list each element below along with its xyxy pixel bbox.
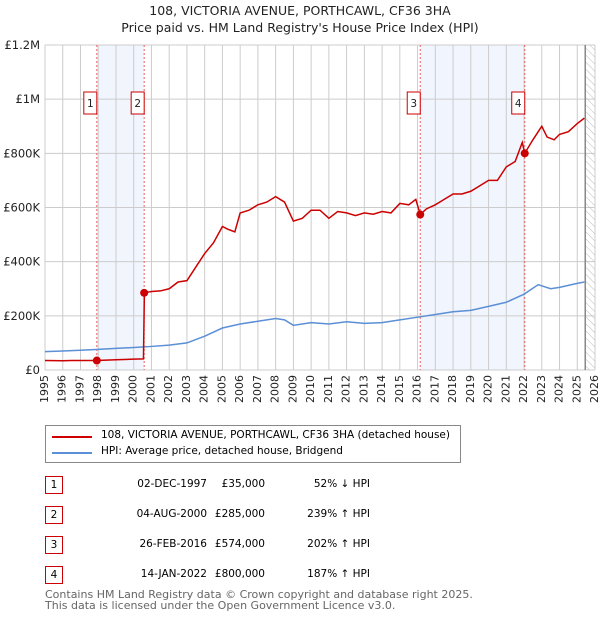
footer-line-2: This data is licensed under the Open Gov… (45, 599, 396, 612)
sale-label: 1 (87, 98, 94, 110)
x-tick-label: 2026 (588, 375, 600, 403)
footer: Contains HM Land Registry data © Crown c… (45, 589, 473, 611)
sale-label: 3 (410, 98, 417, 110)
y-tick-label: £600K (3, 201, 40, 215)
y-tick-label: £400K (3, 255, 40, 269)
x-tick-label: 2000 (127, 375, 140, 403)
x-tick-label: 2022 (517, 375, 530, 403)
transaction-row: 4 14-JAN-2022 £800,000 187% ↑ HPI (45, 566, 445, 588)
x-tick-label: 2011 (322, 375, 335, 403)
sale-price: £285,000 (214, 508, 265, 520)
sale-price: £800,000 (214, 568, 265, 580)
sale-point (92, 356, 101, 365)
y-tick-label: £200K (3, 309, 40, 323)
x-tick-label: 2008 (269, 375, 282, 403)
x-tick-label: 2014 (375, 375, 388, 403)
forecast-hatch (585, 45, 595, 370)
sale-point (140, 288, 149, 297)
sale-marker-badge: 1 (45, 476, 63, 494)
sale-date: 04-AUG-2000 (136, 508, 207, 520)
sale-point (416, 210, 425, 219)
y-tick-label: £1M (15, 92, 40, 106)
sale-label-box (130, 91, 145, 115)
sale-date: 14-JAN-2022 (140, 568, 207, 580)
x-tick-label: 2019 (464, 375, 477, 403)
chart-title: 108, VICTORIA AVENUE, PORTHCAWL, CF36 3H… (149, 3, 451, 18)
sale-marker-badge: 2 (45, 506, 63, 524)
sale-label: 2 (134, 98, 141, 110)
x-tick-label: 2012 (340, 375, 353, 403)
x-tick-label: 2016 (411, 375, 424, 403)
footer-line-1: Contains HM Land Registry data © Crown c… (45, 588, 473, 601)
y-tick-label: £800K (3, 146, 40, 160)
sale-label: 4 (515, 98, 522, 110)
x-tick-label: 1998 (91, 375, 104, 403)
legend-hpi: HPI: Average price, detached house, Brid… (101, 445, 343, 457)
x-tick-label: 1996 (56, 375, 69, 403)
x-tick-label: 2024 (553, 375, 566, 403)
x-tick-label: 2006 (233, 375, 246, 403)
price-chart: 1995 1996 1997 1998 1999 2000 2001 2002 2003 2004… (3, 38, 600, 403)
sale-label-box (83, 91, 98, 115)
transaction-row: 2 04-AUG-2000 £285,000 239% ↑ HPI (45, 506, 445, 528)
sale-date: 26-FEB-2016 (139, 538, 207, 550)
x-tick-label: 2001 (144, 375, 157, 403)
sale-marker-badge: 4 (45, 566, 63, 584)
legend: 108, VICTORIA AVENUE, PORTHCAWL, CF36 3H… (45, 425, 461, 463)
sale-hpi-change: 52% ↓ HPI (313, 478, 370, 490)
transaction-row: 1 02-DEC-1997 £35,000 52% ↓ HPI (45, 476, 445, 498)
sale-label-box (511, 91, 526, 115)
y-tick-label: £1.2M (4, 38, 40, 52)
sale-point (520, 149, 529, 158)
legend-swatch-hpi (52, 452, 92, 454)
x-tick-label: 2017 (428, 375, 441, 403)
sale-hpi-change: 187% ↑ HPI (307, 568, 370, 580)
sale-marker-badge: 3 (45, 536, 63, 554)
transaction-row: 3 26-FEB-2016 £574,000 202% ↑ HPI (45, 536, 445, 558)
series-line (44, 117, 585, 362)
x-tick-label: 2005 (215, 375, 228, 403)
x-tick-label: 2015 (393, 375, 406, 403)
sale-price: £574,000 (214, 538, 265, 550)
x-tick-label: 1997 (73, 375, 86, 403)
x-tick-label: 2003 (180, 375, 193, 403)
x-tick-label: 2009 (286, 375, 299, 403)
sale-date: 02-DEC-1997 (137, 478, 207, 490)
x-tick-label: 2020 (482, 375, 495, 403)
x-tick-label: 2025 (570, 375, 583, 403)
series-line (44, 281, 585, 353)
sale-hpi-change: 202% ↑ HPI (307, 538, 370, 550)
x-tick-label: 1995 (38, 375, 51, 403)
x-tick-label: 2013 (357, 375, 370, 403)
chart-subtitle: Price paid vs. HM Land Registry's House … (121, 20, 479, 35)
x-tick-label: 2023 (535, 375, 548, 403)
x-tick-label: 2021 (499, 375, 512, 403)
x-tick-label: 1999 (109, 375, 122, 403)
legend-swatch-property (52, 436, 92, 438)
legend-property: 108, VICTORIA AVENUE, PORTHCAWL, CF36 3H… (101, 429, 450, 441)
x-tick-label: 2010 (304, 375, 317, 403)
x-tick-label: 2002 (162, 375, 175, 403)
x-tick-label: 2018 (446, 375, 459, 403)
x-tick-label: 2007 (251, 375, 264, 403)
sale-label-box (406, 91, 421, 115)
sale-price: £35,000 (221, 478, 265, 490)
y-tick-label: £0 (25, 363, 40, 377)
sale-hpi-change: 239% ↑ HPI (307, 508, 370, 520)
x-tick-label: 2004 (198, 375, 211, 403)
